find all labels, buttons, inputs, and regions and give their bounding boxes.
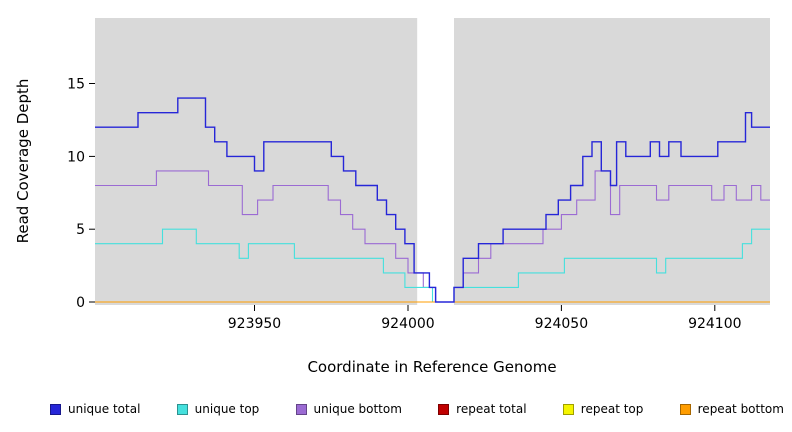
legend-label: repeat top xyxy=(580,402,644,416)
legend-swatch-repeat-bottom xyxy=(679,403,691,415)
y-tick-label: 15 xyxy=(67,77,85,93)
legend-label: repeat bottom xyxy=(697,402,784,416)
legend-label: repeat total xyxy=(456,402,527,416)
y-tick-label: 10 xyxy=(67,149,85,165)
legend-swatch-unique-total xyxy=(50,403,61,415)
legend-swatch-repeat-total xyxy=(438,403,450,415)
legend-swatch-repeat-top xyxy=(562,403,574,415)
legend-item-unique-top: unique top xyxy=(176,402,260,416)
legend-label: unique top xyxy=(194,402,260,416)
legend-item-unique-bottom: unique bottom xyxy=(295,402,402,416)
legend-item-unique-total: unique total xyxy=(50,402,140,416)
legend-item-repeat-top: repeat top xyxy=(562,402,644,416)
x-tick-label: 923950 xyxy=(228,316,281,332)
coverage-gap-band xyxy=(417,15,454,305)
plot-layers: 923950 924000 924050 924100 0 5 10 15 xyxy=(67,15,770,332)
legend-label: unique bottom xyxy=(313,402,402,416)
x-axis-label: Coordinate in Reference Genome xyxy=(307,358,556,376)
y-axis-label: Read Coverage Depth xyxy=(14,79,32,244)
x-tick-label: 924100 xyxy=(688,316,741,332)
legend-swatch-unique-top xyxy=(176,403,188,415)
series-unique-bottom xyxy=(95,170,770,303)
legend-item-repeat-bottom: repeat bottom xyxy=(679,402,784,416)
legend-item-repeat-total: repeat total xyxy=(438,402,527,416)
series-unique-total xyxy=(95,97,770,303)
y-tick-label: 0 xyxy=(76,295,85,311)
legend-label: unique total xyxy=(68,402,141,416)
legend-swatch-unique-bottom xyxy=(295,403,307,415)
x-tick-label: 924050 xyxy=(535,316,588,332)
legend: unique total unique top unique bottom repea… xyxy=(50,402,784,416)
x-tick-label: 924000 xyxy=(381,316,434,332)
y-tick-label: 5 xyxy=(76,222,85,238)
